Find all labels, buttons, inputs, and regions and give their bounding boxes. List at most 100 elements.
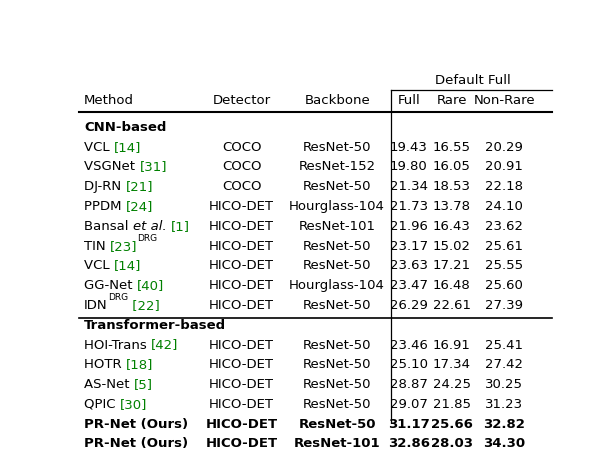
Text: ResNet-50: ResNet-50: [303, 358, 371, 371]
Text: 18.53: 18.53: [433, 180, 471, 193]
Text: 22.18: 22.18: [485, 180, 523, 193]
Text: Bansal: Bansal: [84, 220, 133, 233]
Text: [30]: [30]: [120, 398, 147, 411]
Text: Hourglass-104: Hourglass-104: [290, 279, 385, 292]
Text: 25.10: 25.10: [390, 358, 428, 371]
Text: HICO-DET: HICO-DET: [209, 200, 274, 213]
Text: [14]: [14]: [114, 140, 142, 154]
Text: ResNet-50: ResNet-50: [303, 338, 371, 352]
Text: DRG: DRG: [108, 293, 128, 302]
Text: [24]: [24]: [126, 200, 153, 213]
Text: 32.86: 32.86: [388, 437, 430, 450]
Text: 19.43: 19.43: [390, 140, 428, 154]
Text: 20.29: 20.29: [485, 140, 523, 154]
Text: AS-Net: AS-Net: [84, 378, 134, 391]
Text: 20.91: 20.91: [485, 160, 523, 173]
Text: 28.03: 28.03: [431, 437, 472, 450]
Text: DJ-RN: DJ-RN: [84, 180, 126, 193]
Text: HICO-DET: HICO-DET: [206, 437, 278, 450]
Text: 16.91: 16.91: [433, 338, 471, 352]
Text: 24.10: 24.10: [485, 200, 523, 213]
Text: 16.48: 16.48: [433, 279, 471, 292]
Text: 34.30: 34.30: [483, 437, 525, 450]
Text: PR-Net (Ours): PR-Net (Ours): [84, 437, 188, 450]
Text: [21]: [21]: [126, 180, 153, 193]
Text: 25.61: 25.61: [485, 239, 523, 253]
Text: [23]: [23]: [110, 239, 137, 253]
Text: 31.17: 31.17: [388, 418, 430, 431]
Text: IDN: IDN: [84, 299, 108, 312]
Text: 23.46: 23.46: [390, 338, 428, 352]
Text: ResNet-50: ResNet-50: [303, 180, 371, 193]
Text: [42]: [42]: [151, 338, 179, 352]
Text: 29.07: 29.07: [390, 398, 428, 411]
Text: Default Full: Default Full: [435, 74, 511, 87]
Text: [14]: [14]: [114, 259, 142, 272]
Text: [31]: [31]: [139, 160, 167, 173]
Text: 22.61: 22.61: [433, 299, 471, 312]
Text: 28.87: 28.87: [390, 378, 428, 391]
Text: 21.96: 21.96: [390, 220, 428, 233]
Text: 24.25: 24.25: [433, 378, 471, 391]
Text: GG-Net: GG-Net: [84, 279, 137, 292]
Text: 19.80: 19.80: [390, 160, 428, 173]
Text: ResNet-50: ResNet-50: [303, 299, 371, 312]
Text: ResNet-50: ResNet-50: [303, 140, 371, 154]
Text: ResNet-101: ResNet-101: [294, 437, 381, 450]
Text: Hourglass-104: Hourglass-104: [290, 200, 385, 213]
Text: 31.23: 31.23: [485, 398, 524, 411]
Text: 16.43: 16.43: [433, 220, 471, 233]
Text: 23.17: 23.17: [390, 239, 428, 253]
Text: ResNet-50: ResNet-50: [303, 239, 371, 253]
Text: [5]: [5]: [134, 378, 153, 391]
Text: 27.42: 27.42: [485, 358, 523, 371]
Text: 13.78: 13.78: [433, 200, 471, 213]
Text: Transformer-based: Transformer-based: [84, 319, 226, 332]
Text: ResNet-50: ResNet-50: [298, 418, 376, 431]
Text: HICO-DET: HICO-DET: [209, 220, 274, 233]
Text: ResNet-50: ResNet-50: [303, 378, 371, 391]
Text: [22]: [22]: [128, 299, 160, 312]
Text: Method: Method: [84, 95, 134, 108]
Text: VSGNet: VSGNet: [84, 160, 139, 173]
Text: 23.47: 23.47: [390, 279, 428, 292]
Text: HICO-DET: HICO-DET: [209, 358, 274, 371]
Text: HOI-Trans: HOI-Trans: [84, 338, 151, 352]
Text: .: .: [162, 220, 171, 233]
Text: 25.60: 25.60: [485, 279, 523, 292]
Text: HICO-DET: HICO-DET: [209, 279, 274, 292]
Text: ResNet-50: ResNet-50: [303, 398, 371, 411]
Text: DRG: DRG: [137, 234, 158, 242]
Text: 21.34: 21.34: [390, 180, 428, 193]
Text: 17.34: 17.34: [433, 358, 471, 371]
Text: TIN: TIN: [84, 239, 110, 253]
Text: Full: Full: [397, 95, 420, 108]
Text: Backbone: Backbone: [304, 95, 370, 108]
Text: COCO: COCO: [222, 140, 261, 154]
Text: [18]: [18]: [126, 358, 153, 371]
Text: HOTR: HOTR: [84, 358, 126, 371]
Text: 25.55: 25.55: [485, 259, 524, 272]
Text: VCL: VCL: [84, 140, 114, 154]
Text: HICO-DET: HICO-DET: [209, 259, 274, 272]
Text: CNN-based: CNN-based: [84, 121, 166, 134]
Text: HICO-DET: HICO-DET: [209, 398, 274, 411]
Text: COCO: COCO: [222, 180, 261, 193]
Text: HICO-DET: HICO-DET: [206, 418, 278, 431]
Text: 30.25: 30.25: [485, 378, 523, 391]
Text: HICO-DET: HICO-DET: [209, 338, 274, 352]
Text: PPDM: PPDM: [84, 200, 126, 213]
Text: ResNet-152: ResNet-152: [299, 160, 376, 173]
Text: 23.62: 23.62: [485, 220, 523, 233]
Text: 25.41: 25.41: [485, 338, 523, 352]
Text: HICO-DET: HICO-DET: [209, 378, 274, 391]
Text: [40]: [40]: [137, 279, 164, 292]
Text: [1]: [1]: [171, 220, 190, 233]
Text: 21.85: 21.85: [433, 398, 471, 411]
Text: ResNet-50: ResNet-50: [303, 259, 371, 272]
Text: VCL: VCL: [84, 259, 114, 272]
Text: 21.73: 21.73: [390, 200, 428, 213]
Text: COCO: COCO: [222, 160, 261, 173]
Text: 16.55: 16.55: [433, 140, 471, 154]
Text: 17.21: 17.21: [432, 259, 471, 272]
